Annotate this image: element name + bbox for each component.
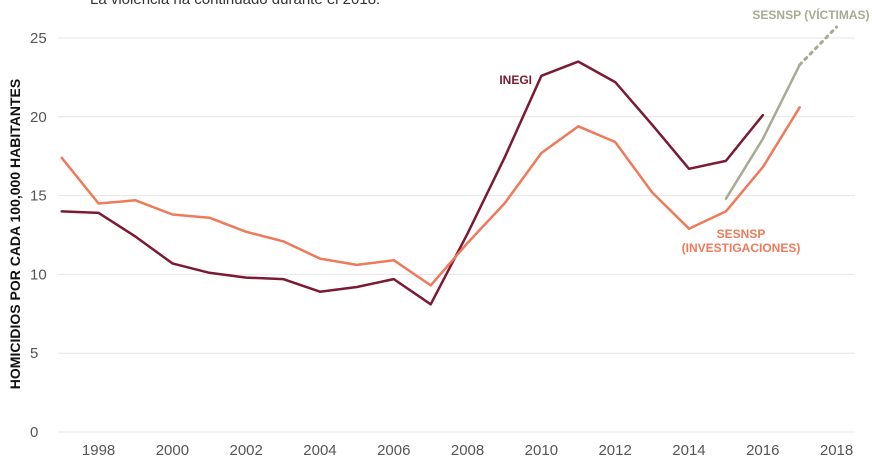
x-tick-label: 2016 <box>746 442 779 459</box>
y-tick-label: 0 <box>30 424 38 441</box>
x-tick-label: 2002 <box>229 442 262 459</box>
y-tick-label: 5 <box>30 345 38 362</box>
series-line-0 <box>60 60 765 306</box>
chart-subtitle: La violencia ha continuado durante el 20… <box>90 0 380 8</box>
series-label-sesnsp-investigaciones-line2: (INVESTIGACIONES) <box>682 241 801 255</box>
series-label-inegi: INEGI <box>499 73 532 87</box>
series-line-1 <box>60 106 801 287</box>
series-label-sesnsp-investigaciones-line1: SESNSP <box>717 227 766 241</box>
y-axis-label: HOMICIDIOS POR CADA 100,000 HABITANTES <box>7 79 23 389</box>
x-tick-label: 2008 <box>451 442 484 459</box>
x-tick-label: 1998 <box>82 442 115 459</box>
y-tick-label: 20 <box>30 109 47 126</box>
series-projection-2 <box>798 25 839 67</box>
y-tick-label: 25 <box>30 30 47 47</box>
x-tick-label: 2004 <box>303 442 336 459</box>
gridlines <box>58 37 855 433</box>
x-tick-label: 2014 <box>672 442 705 459</box>
series-line-2 <box>724 63 801 201</box>
x-tick-label: 2012 <box>598 442 631 459</box>
series-lines <box>60 25 839 306</box>
y-tick-label: 10 <box>30 266 47 283</box>
x-axis-ticks: 1998 2000 2002 2004 2006 2008 2010 2012 2014 2016… <box>82 442 853 459</box>
series-labels: INEGI SESNSP (INVESTIGACIONES) SESNSP (V… <box>499 7 869 255</box>
x-tick-label: 2010 <box>525 442 558 459</box>
series-label-sesnsp-victimas: SESNSP (VÍCTIMAS) <box>752 7 869 22</box>
x-tick-label: 2018 <box>820 442 853 459</box>
x-tick-label: 2000 <box>156 442 189 459</box>
y-axis-ticks: 0 5 10 15 20 25 <box>30 30 47 441</box>
y-tick-label: 15 <box>30 188 47 205</box>
x-tick-label: 2006 <box>377 442 410 459</box>
